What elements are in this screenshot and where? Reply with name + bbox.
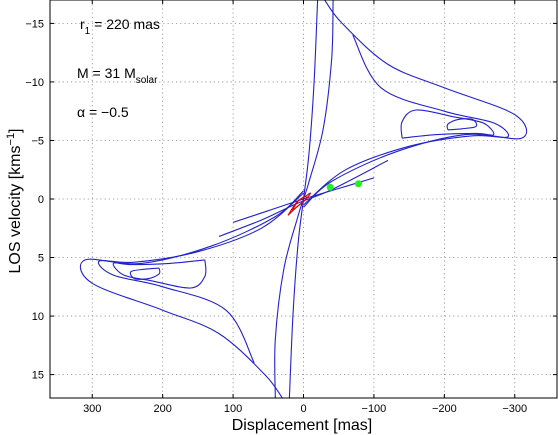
x-tick-label: −100 <box>362 403 387 415</box>
contour-outer-right-lobe <box>79 190 304 398</box>
x-tick-label: 200 <box>153 403 171 415</box>
annotation-mass: M = 31 Msolar <box>77 65 158 86</box>
x-tick-label: −300 <box>502 403 527 415</box>
y-tick-label: 0 <box>38 194 44 206</box>
x-axis-label: Displacement [mas] <box>232 417 373 434</box>
annotation-alpha: α = −0.5 <box>77 104 129 120</box>
contour-inner-right-lobe <box>112 259 207 289</box>
x-tick-label: 100 <box>224 403 242 415</box>
x-tick-label: 0 <box>300 403 306 415</box>
contour-inner-left-lobe <box>400 109 495 139</box>
x-tick-label: −200 <box>432 403 457 415</box>
green-marker <box>354 180 362 188</box>
green-markers <box>326 180 362 191</box>
contour-lines <box>79 0 528 398</box>
y-tick-label: 10 <box>32 311 44 323</box>
y-tick-label: −10 <box>25 77 44 89</box>
contour-mid-right-lobe <box>97 192 304 364</box>
contour-mid-left-lobe <box>303 34 510 206</box>
grid-lines <box>50 0 557 398</box>
y-tick-label: 15 <box>32 370 44 382</box>
contour-core-right-lobe <box>129 267 161 280</box>
contour-core-left-lobe <box>446 118 478 131</box>
y-axis-label: LOS velocity [kms−1] <box>5 128 24 273</box>
y-tick-label: −15 <box>25 18 44 30</box>
contour-outer-left-lobe <box>303 0 528 208</box>
y-tick-label: 5 <box>38 253 44 265</box>
contour-diagonal-band-lower <box>232 177 375 223</box>
y-tick-label: −5 <box>31 135 44 147</box>
green-marker <box>326 183 334 191</box>
annotation-r1: r1 = 220 mas <box>80 16 160 37</box>
contour-core-red-2 <box>291 196 308 212</box>
x-tick-label: 300 <box>83 403 101 415</box>
axis-ticks: 300 200 100 0 −100 −200 −300 −15 −10 −5 0 5 10 15 <box>25 0 557 415</box>
